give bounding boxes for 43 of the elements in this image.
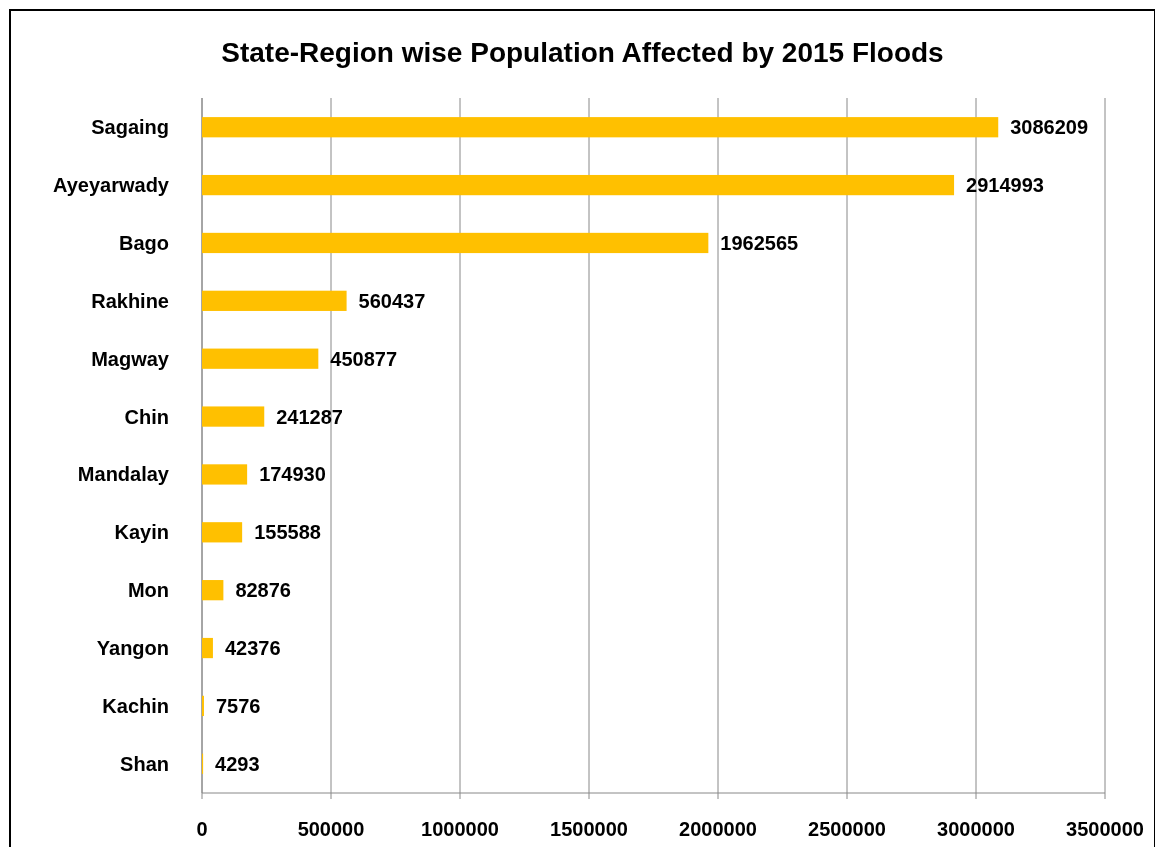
y-tick-label: Kayin <box>114 521 169 544</box>
data-label: 2914993 <box>966 174 1044 197</box>
y-tick-label: Rakhine <box>91 289 169 312</box>
y-tick-label: Shan <box>120 752 169 775</box>
data-label: 450877 <box>330 347 398 370</box>
data-label: 82876 <box>235 579 292 602</box>
x-tick-label: 2000000 <box>679 818 757 840</box>
x-tick-label: 1000000 <box>421 818 499 840</box>
x-tick-label: 3000000 <box>937 818 1015 840</box>
y-tick-label: Kachin <box>102 694 169 717</box>
data-label: 3086209 <box>1010 116 1089 139</box>
x-tick-label: 0 <box>196 818 208 840</box>
bar <box>202 522 243 543</box>
x-tick-label: 500000 <box>297 818 365 840</box>
data-label: 1962565 <box>720 231 799 254</box>
y-tick-label: Mandalay <box>77 463 170 486</box>
data-label: 174930 <box>259 463 326 486</box>
x-tick-label: 2500000 <box>808 818 886 840</box>
data-label: 155588 <box>254 521 321 544</box>
bar <box>202 117 999 138</box>
data-label: 4293 <box>215 752 260 775</box>
bar <box>202 348 319 369</box>
y-tick-label: Sagaing <box>91 116 169 139</box>
y-tick-label: Ayeyarwady <box>53 174 170 197</box>
data-label: 42376 <box>224 637 281 660</box>
x-tick-label: 1500000 <box>550 818 628 840</box>
data-label: 7576 <box>215 694 261 717</box>
x-tick-label: 3500000 <box>1066 818 1144 840</box>
data-label: 241287 <box>276 405 343 428</box>
bar <box>202 580 224 601</box>
data-label: 560437 <box>358 289 426 312</box>
y-tick-label: Yangon <box>96 637 169 660</box>
y-tick-label: Chin <box>124 405 169 428</box>
bar <box>202 232 709 254</box>
bar <box>202 637 213 659</box>
bar <box>202 174 955 196</box>
y-tick-label: Bago <box>119 231 169 254</box>
bar <box>202 464 248 485</box>
y-tick-label: Magway <box>91 347 170 370</box>
chart-title: State-Region wise Population Affected by 2015 Floods <box>221 37 944 68</box>
bar <box>202 290 347 311</box>
y-tick-label: Mon <box>127 579 169 602</box>
bar <box>202 406 265 427</box>
